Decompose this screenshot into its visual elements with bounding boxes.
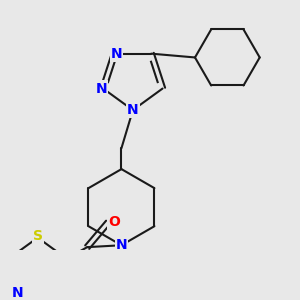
- Text: N: N: [111, 47, 122, 61]
- Text: N: N: [95, 82, 107, 95]
- Text: N: N: [116, 238, 127, 252]
- Text: O: O: [108, 215, 120, 230]
- Text: S: S: [33, 229, 43, 243]
- Text: N: N: [127, 103, 139, 117]
- Text: N: N: [12, 286, 24, 300]
